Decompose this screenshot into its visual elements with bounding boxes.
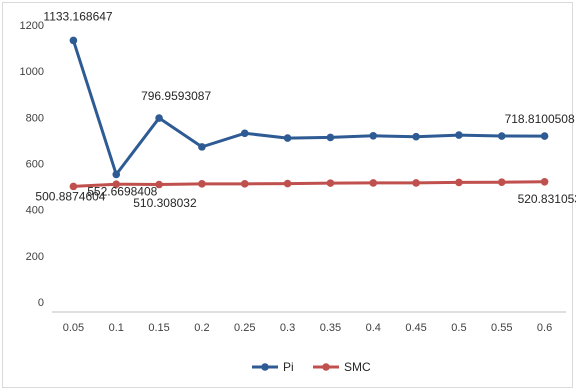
data-point xyxy=(283,179,292,188)
y-tick-label: 600 xyxy=(26,159,44,171)
legend-item-pi: Pi xyxy=(252,360,294,374)
data-label: 520.831053 xyxy=(518,192,576,206)
data-point xyxy=(369,132,378,140)
x-tick-label: 0.2 xyxy=(194,322,209,334)
x-tick-label: 0.5 xyxy=(451,322,466,334)
legend-label: Pi xyxy=(283,360,294,374)
series-layer xyxy=(69,36,549,191)
data-point xyxy=(283,134,292,142)
data-point xyxy=(155,114,163,122)
legend-item-smc: SMC xyxy=(313,360,371,374)
y-tick-label: 1000 xyxy=(20,66,44,78)
legend-marker xyxy=(261,363,269,371)
data-point xyxy=(497,132,506,140)
series-line xyxy=(71,39,545,176)
data-point xyxy=(69,36,78,45)
data-point xyxy=(69,182,78,191)
data-point xyxy=(112,180,121,189)
x-tick-label: 0.4 xyxy=(366,322,381,334)
x-tick-label: 0.25 xyxy=(234,322,255,334)
data-point xyxy=(326,179,335,187)
data-point xyxy=(240,180,249,188)
y-tick-label: 800 xyxy=(26,112,44,124)
x-axis-labels: 0.05 0.1 0.15 0.2 0.25 0.3 0.35 0.4 0.45 0.5 0.55 0… xyxy=(63,322,553,334)
x-tick-label: 0.05 xyxy=(63,322,84,334)
data-point xyxy=(540,177,549,186)
x-tick-label: 0.55 xyxy=(491,322,512,334)
data-point xyxy=(497,178,506,186)
data-point xyxy=(412,179,420,187)
data-label: 510.308032 xyxy=(133,196,197,210)
data-point xyxy=(240,129,249,138)
x-tick-label: 0.6 xyxy=(537,322,552,334)
series-pi xyxy=(69,36,549,179)
series-line xyxy=(73,180,545,188)
data-point xyxy=(326,133,335,142)
data-label: 500.8874604 xyxy=(35,189,105,203)
data-label: 552.6698408 xyxy=(87,184,157,198)
x-tick-label: 0.1 xyxy=(109,322,124,334)
data-label: 796.9593087 xyxy=(141,89,211,103)
legend-label: SMC xyxy=(344,360,371,374)
x-tick-label: 0.3 xyxy=(280,322,295,334)
data-point xyxy=(412,132,420,141)
data-label: 1133.168647 xyxy=(43,9,113,23)
data-labels: 1133.168647 552.6698408 796.9593087 718.810… xyxy=(35,9,576,210)
y-tick-label: 1200 xyxy=(20,20,44,32)
data-point xyxy=(455,131,463,139)
data-point xyxy=(540,132,549,140)
series-smc xyxy=(69,177,549,191)
data-point xyxy=(198,180,206,188)
x-tick-label: 0.45 xyxy=(405,322,426,334)
x-tick-label: 0.35 xyxy=(320,322,341,334)
legend-marker xyxy=(322,363,330,371)
data-point xyxy=(455,178,463,187)
y-tick-label: 200 xyxy=(26,251,44,263)
y-tick-label: 0 xyxy=(38,297,44,309)
chart-frame xyxy=(2,2,573,388)
data-point xyxy=(369,179,378,187)
x-tick-label: 0.15 xyxy=(148,322,169,334)
y-axis-labels: 0 200 400 600 800 1000 1200 xyxy=(20,20,44,309)
data-label: 718.8100508 xyxy=(505,112,575,126)
data-point xyxy=(198,143,206,151)
legend: Pi SMC xyxy=(252,360,371,374)
data-point xyxy=(112,170,121,179)
y-tick-label: 400 xyxy=(26,205,44,217)
data-point xyxy=(155,180,163,189)
